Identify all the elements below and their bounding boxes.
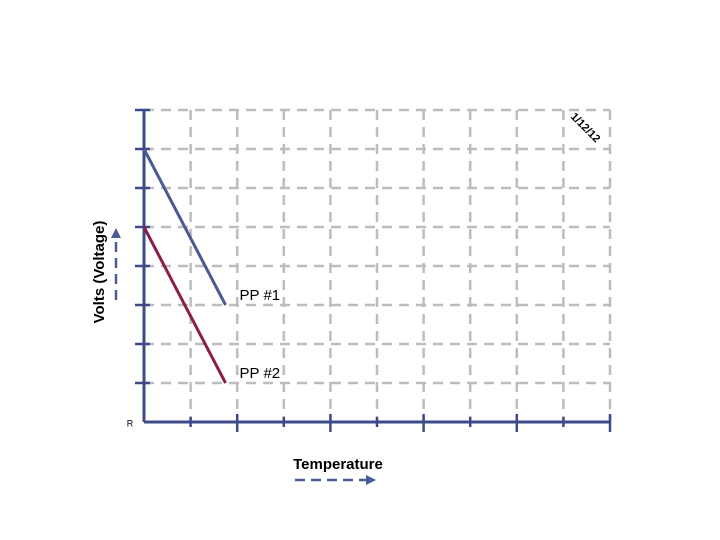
- date-annotation: 1/12/12: [568, 111, 602, 145]
- grid: [144, 108, 612, 422]
- series-line: [142, 226, 227, 384]
- origin-annotation: R: [127, 418, 134, 428]
- plot: PP #1 PP #2: [142, 148, 281, 384]
- series-line: [142, 148, 227, 306]
- x-axis-label: Temperature: [293, 456, 383, 473]
- y-arrow-head: [111, 228, 121, 238]
- series-label: PP #1: [240, 287, 281, 304]
- y-axis-label: Volts (Voltage): [91, 221, 108, 324]
- series-label: PP #2: [240, 365, 281, 382]
- axes: [135, 108, 612, 432]
- x-arrow-head: [366, 475, 376, 485]
